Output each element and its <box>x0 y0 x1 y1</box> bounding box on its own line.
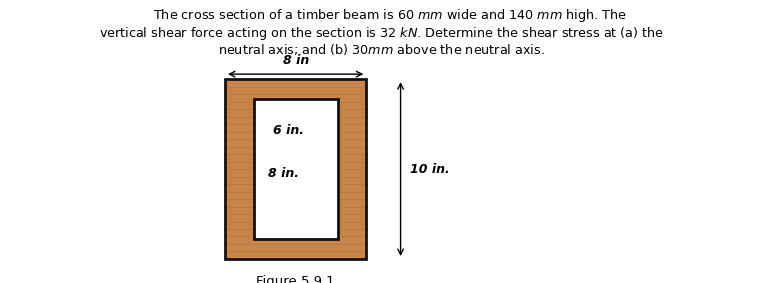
Text: The cross section of a timber beam is 60 $mm$ wide and 140 $mm$ high. The: The cross section of a timber beam is 60… <box>137 7 626 24</box>
Text: 6 in.: 6 in. <box>273 124 304 137</box>
Bar <box>225 79 366 259</box>
Text: neutral axis; and (b) 30$mm$ above the neutral axis.: neutral axis; and (b) 30$mm$ above the n… <box>218 42 545 57</box>
Text: Figure 5.9.1: Figure 5.9.1 <box>256 275 335 283</box>
Text: vertical shear force acting on the section is 32 $kN$. Determine the shear stres: vertical shear force acting on the secti… <box>99 25 664 42</box>
Text: 8 in: 8 in <box>282 54 309 67</box>
Bar <box>253 99 338 239</box>
Text: 8 in.: 8 in. <box>269 167 299 180</box>
Text: 10 in.: 10 in. <box>410 163 449 175</box>
